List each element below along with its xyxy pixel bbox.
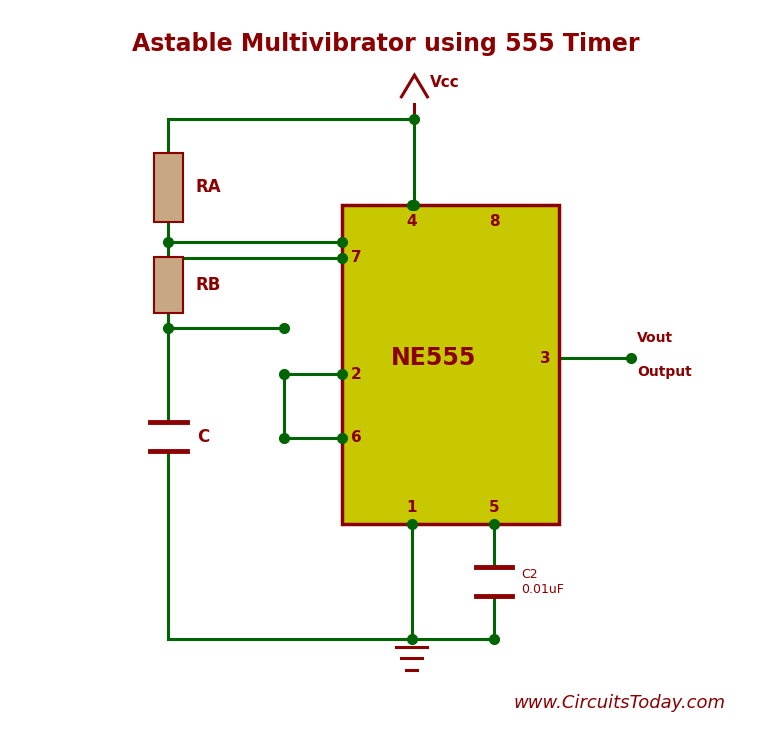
Text: Vout: Vout <box>638 331 673 345</box>
Text: NE555: NE555 <box>391 346 476 370</box>
Text: 4: 4 <box>406 214 417 229</box>
Text: Output: Output <box>638 365 692 379</box>
Text: C2
0.01uF: C2 0.01uF <box>520 568 564 596</box>
Bar <box>154 152 183 222</box>
Text: C: C <box>197 428 210 446</box>
Text: 2: 2 <box>351 367 362 381</box>
Bar <box>154 257 183 313</box>
Text: 6: 6 <box>351 430 362 445</box>
Bar <box>342 206 559 523</box>
Text: 3: 3 <box>540 351 550 366</box>
Text: Astable Multivibrator using 555 Timer: Astable Multivibrator using 555 Timer <box>132 32 639 55</box>
Text: Vcc: Vcc <box>430 75 460 90</box>
Text: 1: 1 <box>406 500 417 515</box>
Text: RA: RA <box>196 179 221 196</box>
Text: RB: RB <box>196 276 221 294</box>
Text: www.CircuitsToday.com: www.CircuitsToday.com <box>513 694 726 712</box>
Text: 5: 5 <box>489 500 500 515</box>
Text: 8: 8 <box>489 214 500 229</box>
Text: 7: 7 <box>351 250 362 265</box>
